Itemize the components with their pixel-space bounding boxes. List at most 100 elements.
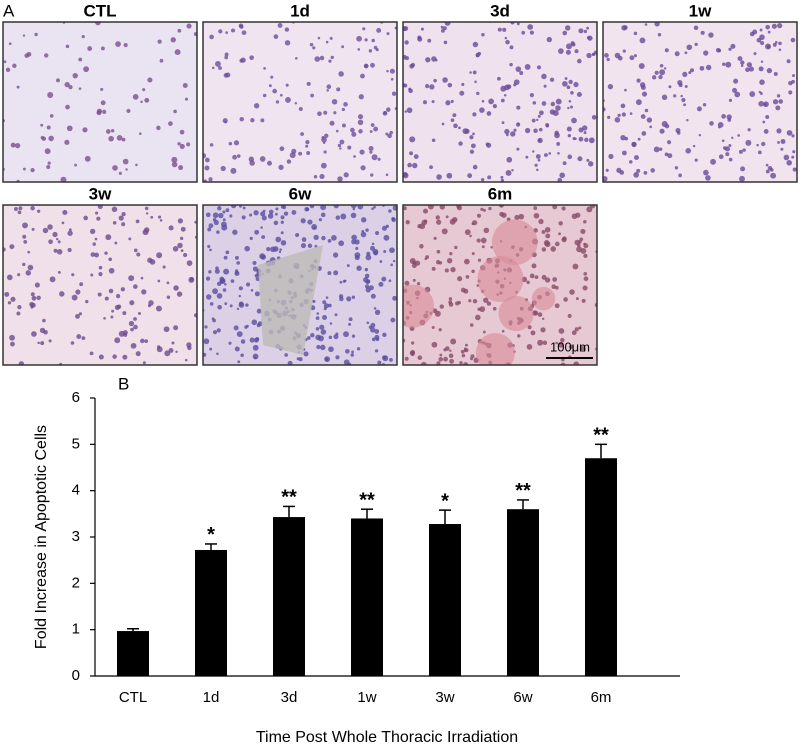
nucleus (53, 248, 58, 253)
nucleus (459, 90, 465, 96)
nucleus (353, 155, 356, 158)
nucleus (48, 239, 53, 245)
nucleus (136, 252, 141, 257)
nucleus (228, 141, 233, 146)
nucleus (328, 335, 333, 340)
nucleus (46, 165, 51, 170)
nucleus (225, 250, 230, 255)
nucleus (30, 292, 35, 297)
y-tick-label: 4 (72, 482, 80, 499)
nucleus (40, 123, 44, 127)
nucleus (142, 229, 149, 236)
nucleus (433, 78, 437, 83)
nucleus (385, 132, 389, 136)
nucleus (295, 232, 300, 238)
nucleus (300, 218, 306, 224)
nucleus (343, 102, 348, 107)
image-border (2, 21, 198, 183)
nucleus (240, 339, 246, 344)
nucleus (369, 130, 373, 133)
nucleus (351, 295, 356, 299)
nucleus (224, 282, 227, 286)
nucleus (376, 27, 382, 33)
nucleus (653, 146, 660, 153)
nucleus (322, 315, 328, 320)
nucleus (441, 122, 445, 126)
nucleus (17, 273, 21, 277)
nucleus (366, 321, 370, 325)
nucleus (580, 228, 586, 235)
error-bar (439, 509, 451, 525)
nucleus (267, 160, 272, 166)
nucleus (316, 312, 320, 315)
nucleus (639, 37, 646, 44)
nucleus (436, 174, 442, 180)
nucleus (644, 23, 648, 26)
nucleus (17, 210, 22, 215)
nucleus (135, 219, 140, 224)
nucleus (580, 247, 587, 254)
nucleus (212, 212, 219, 219)
nucleus (212, 288, 218, 295)
nucleus (233, 140, 240, 146)
nucleus (278, 164, 284, 170)
nucleus (543, 84, 547, 88)
nucleus (57, 270, 61, 274)
nucleus (792, 167, 797, 172)
nucleus (235, 255, 239, 260)
nucleus (12, 63, 17, 68)
nucleus (18, 206, 23, 211)
nucleus (44, 148, 51, 155)
nucleus (480, 177, 485, 182)
nucleus (577, 240, 582, 244)
nucleus (419, 244, 424, 249)
nucleus (221, 221, 227, 228)
image-border (2, 204, 198, 366)
nucleus (147, 257, 153, 263)
nucleus (348, 322, 352, 326)
nucleus (357, 114, 364, 120)
nucleus (278, 250, 282, 254)
nucleus (30, 205, 35, 211)
nucleus (239, 58, 244, 63)
image-title: 3d (490, 1, 510, 20)
nucleus (350, 212, 357, 219)
nucleus (222, 118, 228, 124)
nucleus (557, 151, 560, 155)
nucleus (36, 295, 41, 301)
nucleus (431, 100, 435, 104)
nucleus (279, 146, 285, 152)
nucleus (562, 81, 568, 87)
nucleus (48, 339, 52, 343)
nucleus (621, 112, 626, 117)
nucleus (718, 154, 724, 160)
nucleus (82, 127, 88, 133)
nucleus (481, 99, 485, 103)
nucleus (654, 22, 660, 27)
nucleus (311, 224, 318, 230)
nucleus (352, 207, 356, 211)
nucleus (260, 211, 266, 217)
nucleus (46, 125, 51, 130)
nucleus (284, 353, 288, 357)
nucleus (5, 67, 11, 72)
nucleus (541, 101, 547, 106)
nucleus (448, 353, 454, 359)
nucleus (604, 53, 609, 58)
nucleus (190, 277, 194, 281)
nucleus (203, 338, 210, 345)
nucleus (147, 77, 153, 83)
nucleus (552, 110, 559, 117)
nucleus (460, 349, 465, 354)
nucleus (404, 56, 409, 61)
nucleus (359, 149, 365, 155)
nucleus (250, 289, 254, 292)
nucleus (389, 130, 393, 135)
nucleus (469, 135, 474, 140)
nucleus (500, 178, 505, 182)
nucleus (305, 140, 310, 145)
nucleus (370, 123, 375, 127)
nucleus (603, 176, 608, 182)
nucleus (749, 91, 756, 97)
nucleus (67, 230, 73, 236)
